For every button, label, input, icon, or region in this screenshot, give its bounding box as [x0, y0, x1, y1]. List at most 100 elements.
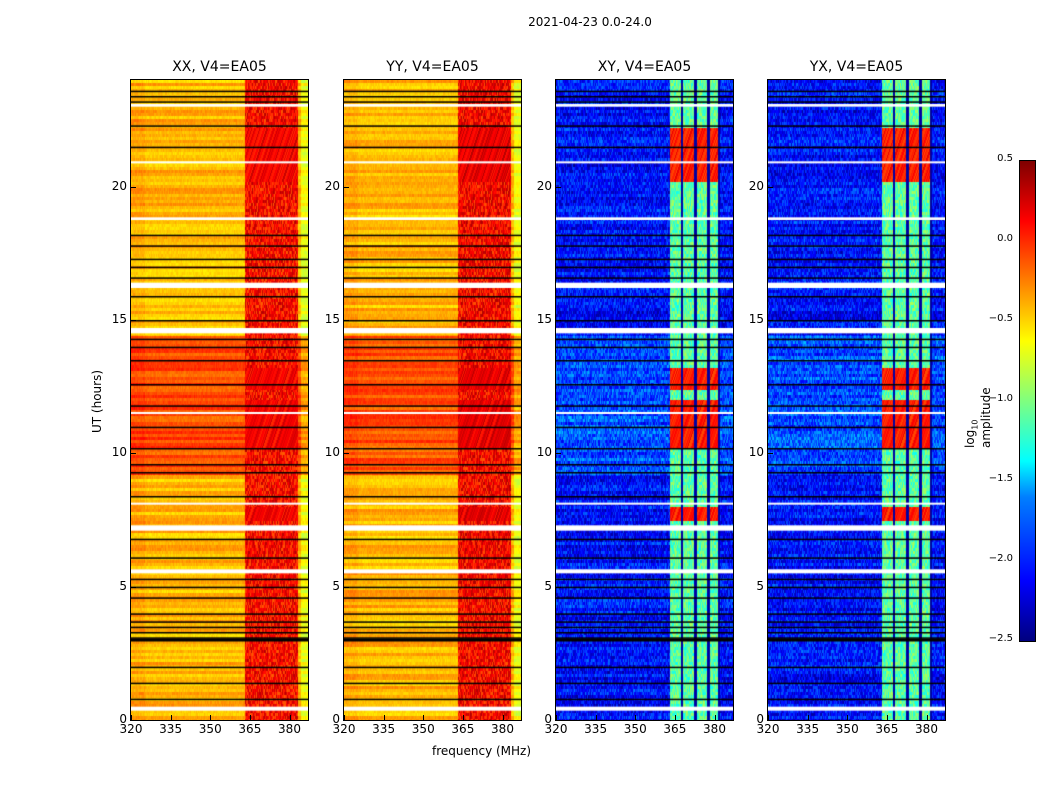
- y-tick-label: 20: [111, 178, 127, 193]
- x-tick-mark: [635, 715, 637, 720]
- x-tick-mark: [847, 715, 849, 720]
- x-tick-mark: [807, 715, 809, 720]
- y-tick-label: 0: [544, 712, 552, 726]
- y-tick-mark: [344, 320, 349, 321]
- x-tick-mark: [170, 715, 172, 720]
- y-tick-label: 20: [324, 178, 340, 193]
- colorbar-tick-label: −1.0: [988, 393, 1013, 404]
- colorbar-tick-label: −2.0: [988, 553, 1013, 564]
- y-tick-label: 0: [119, 712, 127, 726]
- colorbar-tick-label: 0.5: [997, 153, 1013, 164]
- y-tick-mark: [768, 453, 773, 455]
- y-tick-label: 10: [536, 445, 552, 460]
- x-tick-mark: [714, 715, 716, 720]
- panel-title: YY, V4=EA05: [386, 59, 479, 75]
- colorbar-tick-label: 0.0: [997, 233, 1013, 244]
- y-tick-mark: [768, 186, 773, 188]
- y-tick-label: 0: [756, 712, 764, 726]
- x-tick-label: 365: [875, 722, 899, 736]
- heatmap-cells: [344, 80, 521, 720]
- x-tick-mark: [595, 715, 597, 720]
- y-tick-mark: [556, 186, 561, 188]
- y-tick-label: 5: [119, 578, 127, 593]
- y-tick-mark: [131, 586, 136, 588]
- x-tick-mark: [462, 715, 464, 720]
- panel-title: XX, V4=EA05: [172, 59, 267, 75]
- x-tick-label: 380: [278, 722, 301, 736]
- x-tick-label: 320: [119, 722, 143, 736]
- x-tick-label: 350: [835, 722, 859, 736]
- y-tick-mark: [344, 453, 349, 455]
- y-tick-mark: [768, 320, 773, 321]
- x-tick-mark: [674, 715, 676, 720]
- x-tick-label: 335: [796, 722, 820, 736]
- x-tick-label: 350: [411, 722, 435, 736]
- colorbar-tick-label: −2.5: [988, 633, 1013, 644]
- colorbar-tick-label: −1.5: [988, 473, 1013, 484]
- y-tick-mark: [344, 720, 349, 721]
- x-tick-mark: [926, 715, 928, 720]
- x-tick-label: 350: [623, 722, 647, 736]
- x-tick-label: 335: [372, 722, 396, 736]
- y-tick-label: 20: [536, 178, 552, 193]
- x-tick-mark: [768, 715, 769, 720]
- x-tick-label: 320: [544, 722, 568, 736]
- y-tick-label: 15: [748, 312, 764, 326]
- panel-title: XY, V4=EA05: [597, 59, 692, 75]
- x-tick-mark: [249, 715, 251, 720]
- y-tick-mark: [768, 586, 773, 588]
- colorbar-tick-label: −0.5: [988, 313, 1013, 324]
- y-tick-label: 15: [536, 312, 552, 326]
- heatmap-cells: [556, 80, 733, 720]
- x-tick-label: 320: [332, 722, 356, 736]
- x-tick-label: 335: [584, 722, 608, 736]
- x-tick-mark: [131, 715, 132, 720]
- y-tick-label: 15: [111, 312, 127, 326]
- y-tick-mark: [131, 453, 136, 455]
- y-tick-label: 10: [111, 445, 127, 460]
- y-tick-label: 5: [756, 578, 764, 593]
- y-tick-mark: [768, 720, 773, 721]
- x-tick-mark: [423, 715, 425, 720]
- y-axis-label: UT (hours): [90, 369, 104, 433]
- x-tick-label: 320: [756, 722, 780, 736]
- y-tick-label: 15: [324, 312, 340, 326]
- x-tick-label: 365: [451, 722, 475, 736]
- heatmap-panel: [130, 79, 309, 721]
- x-tick-mark: [556, 715, 557, 720]
- y-tick-mark: [344, 586, 349, 588]
- suptitle: 2021-04-23 0.0-24.0: [528, 15, 652, 29]
- x-tick-label: 365: [238, 722, 262, 736]
- y-tick-label: 5: [332, 578, 340, 593]
- y-tick-label: 0: [332, 712, 340, 726]
- y-tick-label: 10: [748, 445, 764, 460]
- x-tick-label: 350: [198, 722, 222, 736]
- x-axis-label: frequency (MHz): [432, 744, 532, 758]
- y-tick-label: 5: [544, 578, 552, 593]
- colorbar-label: log10 amplitude: [963, 387, 994, 448]
- x-tick-mark: [886, 715, 888, 720]
- heatmap-panel: [767, 79, 946, 721]
- y-tick-mark: [556, 320, 561, 321]
- x-tick-mark: [210, 715, 212, 720]
- x-tick-label: 380: [491, 722, 514, 736]
- x-tick-label: 365: [663, 722, 687, 736]
- y-tick-mark: [556, 586, 561, 588]
- y-tick-mark: [556, 453, 561, 455]
- y-tick-label: 20: [748, 178, 764, 193]
- heatmap-cells: [768, 80, 945, 720]
- x-tick-mark: [344, 715, 345, 720]
- y-tick-mark: [131, 186, 136, 188]
- x-tick-mark: [502, 715, 504, 720]
- heatmap-panel: [343, 79, 522, 721]
- x-tick-mark: [289, 715, 291, 720]
- y-tick-mark: [131, 720, 136, 721]
- y-tick-mark: [556, 720, 561, 721]
- x-tick-label: 335: [159, 722, 183, 736]
- x-tick-label: 380: [703, 722, 726, 736]
- y-tick-mark: [344, 186, 349, 188]
- colorbar: [1019, 160, 1036, 642]
- y-tick-mark: [131, 320, 136, 321]
- heatmap-panel: [555, 79, 734, 721]
- panel-title: YX, V4=EA05: [809, 59, 904, 75]
